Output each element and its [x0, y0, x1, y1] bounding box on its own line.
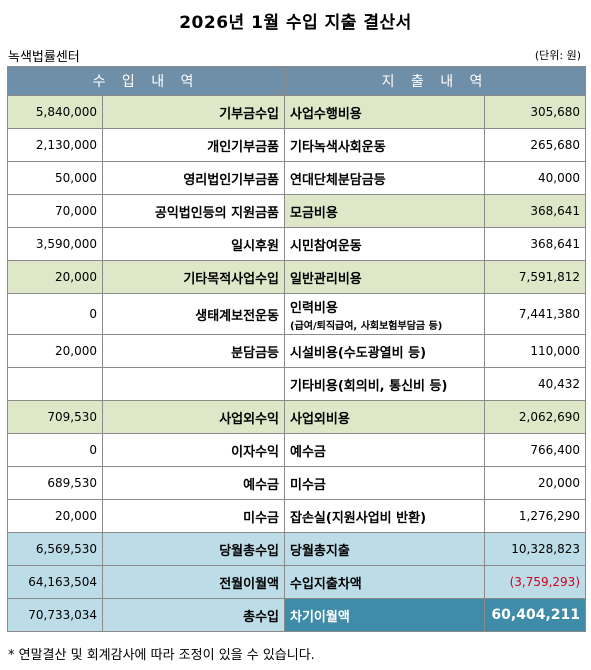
table-row: 0 생태계보전운동 인력비용 (급여/퇴직급여, 사회보험부담금 등) 7,441,38… [7, 293, 586, 335]
expense-amount: 7,441,380 [484, 293, 586, 335]
income-amount: 20,000 [7, 499, 103, 533]
settlement-table: 수 입 내 역 지 출 내 역 5,840,000 기부금수입 사업수행비용 305,… [7, 66, 586, 632]
income-label: 영리법인기부금품 [102, 161, 285, 195]
expense-label-note: (급여/퇴직급여, 사회보험부담금 등) [290, 320, 443, 332]
expense-amount: 2,062,690 [484, 400, 586, 434]
expense-amount: 110,000 [484, 334, 586, 368]
table-row: 64,163,504 전월이월액 수입지출차액 (3,759,293) [7, 565, 586, 599]
income-header: 수 입 내 역 [7, 66, 285, 96]
expense-amount: 1,276,290 [484, 499, 586, 533]
income-amount: 3,590,000 [7, 227, 103, 261]
table-row: 20,000 분담금등 시설비용(수도광열비 등) 110,000 [7, 334, 586, 368]
income-amount: 20,000 [7, 260, 103, 294]
table-row: 70,000 공익법인등의 지원금품 모금비용 368,641 [7, 194, 586, 228]
income-label: 전월이월액 [102, 565, 285, 599]
income-label: 기타목적사업수입 [102, 260, 285, 294]
income-label: 미수금 [102, 499, 285, 533]
income-amount: 0 [7, 293, 103, 335]
expense-label: 시설비용(수도광열비 등) [284, 334, 485, 368]
settlement-table-body: 수 입 내 역 지 출 내 역 5,840,000 기부금수입 사업수행비용 305,… [7, 66, 586, 632]
expense-label: 연대단체분담금등 [284, 161, 485, 195]
table-row: 3,590,000 일시후원 시민참여운동 368,641 [7, 227, 586, 261]
expense-label: 기타녹색사회운동 [284, 128, 485, 162]
expense-label: 차기이월액 [284, 598, 485, 632]
income-label: 사업외수익 [102, 400, 285, 434]
income-label: 개인기부금품 [102, 128, 285, 162]
expense-label: 사업수행비용 [284, 95, 485, 129]
income-label: 공익법인등의 지원금품 [102, 194, 285, 228]
expense-amount: 368,641 [484, 227, 586, 261]
expense-amount: (3,759,293) [484, 565, 586, 599]
income-label [102, 367, 285, 401]
table-row: 20,000 미수금 잡손실(지원사업비 반환) 1,276,290 [7, 499, 586, 533]
expense-label: 일반관리비용 [284, 260, 485, 294]
expense-label: 시민참여운동 [284, 227, 485, 261]
income-label: 분담금등 [102, 334, 285, 368]
table-row: 0 이자수익 예수금 766,400 [7, 433, 586, 467]
expense-amount: 766,400 [484, 433, 586, 467]
expense-label-main: 인력비용 [290, 300, 338, 316]
footnote: * 연말결산 및 회계감사에 따라 조정이 있을 수 있습니다. [8, 648, 315, 663]
expense-amount: 305,680 [484, 95, 586, 129]
income-amount: 50,000 [7, 161, 103, 195]
income-amount: 0 [7, 433, 103, 467]
income-label: 예수금 [102, 466, 285, 500]
expense-label: 미수금 [284, 466, 485, 500]
income-label: 기부금수입 [102, 95, 285, 129]
table-row: 70,733,034 총수입 차기이월액 60,404,211 [7, 598, 586, 632]
income-label: 당월총수입 [102, 532, 285, 566]
expense-label: 수입지출차액 [284, 565, 485, 599]
expense-amount: 60,404,211 [484, 598, 586, 632]
income-amount: 20,000 [7, 334, 103, 368]
income-amount: 64,163,504 [7, 565, 103, 599]
expense-label: 인력비용 (급여/퇴직급여, 사회보험부담금 등) [284, 293, 485, 335]
expense-label: 사업외비용 [284, 400, 485, 434]
income-label: 총수입 [102, 598, 285, 632]
expense-amount: 10,328,823 [484, 532, 586, 566]
income-amount: 2,130,000 [7, 128, 103, 162]
expense-header: 지 출 내 역 [284, 66, 586, 96]
income-label: 이자수익 [102, 433, 285, 467]
unit-label: (단위: 원) [534, 49, 581, 62]
income-label: 일시후원 [102, 227, 285, 261]
organization-name: 녹색법률센터 [8, 50, 80, 65]
expense-amount: 7,591,812 [484, 260, 586, 294]
income-amount: 689,530 [7, 466, 103, 500]
expense-amount: 40,000 [484, 161, 586, 195]
expense-amount: 20,000 [484, 466, 586, 500]
expense-label: 모금비용 [284, 194, 485, 228]
table-row: 689,530 예수금 미수금 20,000 [7, 466, 586, 500]
table-header-row: 수 입 내 역 지 출 내 역 [7, 66, 586, 96]
expense-label: 예수금 [284, 433, 485, 467]
table-row: 6,569,530 당월총수입 당월총지출 10,328,823 [7, 532, 586, 566]
income-label: 생태계보전운동 [102, 293, 285, 335]
expense-label: 잡손실(지원사업비 반환) [284, 499, 485, 533]
expense-label: 기타비용(회의비, 통신비 등) [284, 367, 485, 401]
expense-label: 당월총지출 [284, 532, 485, 566]
page-title: 2026년 1월 수입 지출 결산서 [179, 13, 412, 33]
income-amount: 5,840,000 [7, 95, 103, 129]
income-amount: 709,530 [7, 400, 103, 434]
expense-amount: 368,641 [484, 194, 586, 228]
income-amount [7, 367, 103, 401]
table-row: 50,000 영리법인기부금품 연대단체분담금등 40,000 [7, 161, 586, 195]
expense-amount: 265,680 [484, 128, 586, 162]
income-amount: 6,569,530 [7, 532, 103, 566]
table-row: 기타비용(회의비, 통신비 등) 40,432 [7, 367, 586, 401]
income-amount: 70,733,034 [7, 598, 103, 632]
table-row: 5,840,000 기부금수입 사업수행비용 305,680 [7, 95, 586, 129]
income-amount: 70,000 [7, 194, 103, 228]
table-row: 2,130,000 개인기부금품 기타녹색사회운동 265,680 [7, 128, 586, 162]
table-row: 20,000 기타목적사업수입 일반관리비용 7,591,812 [7, 260, 586, 294]
expense-amount: 40,432 [484, 367, 586, 401]
table-row: 709,530 사업외수익 사업외비용 2,062,690 [7, 400, 586, 434]
